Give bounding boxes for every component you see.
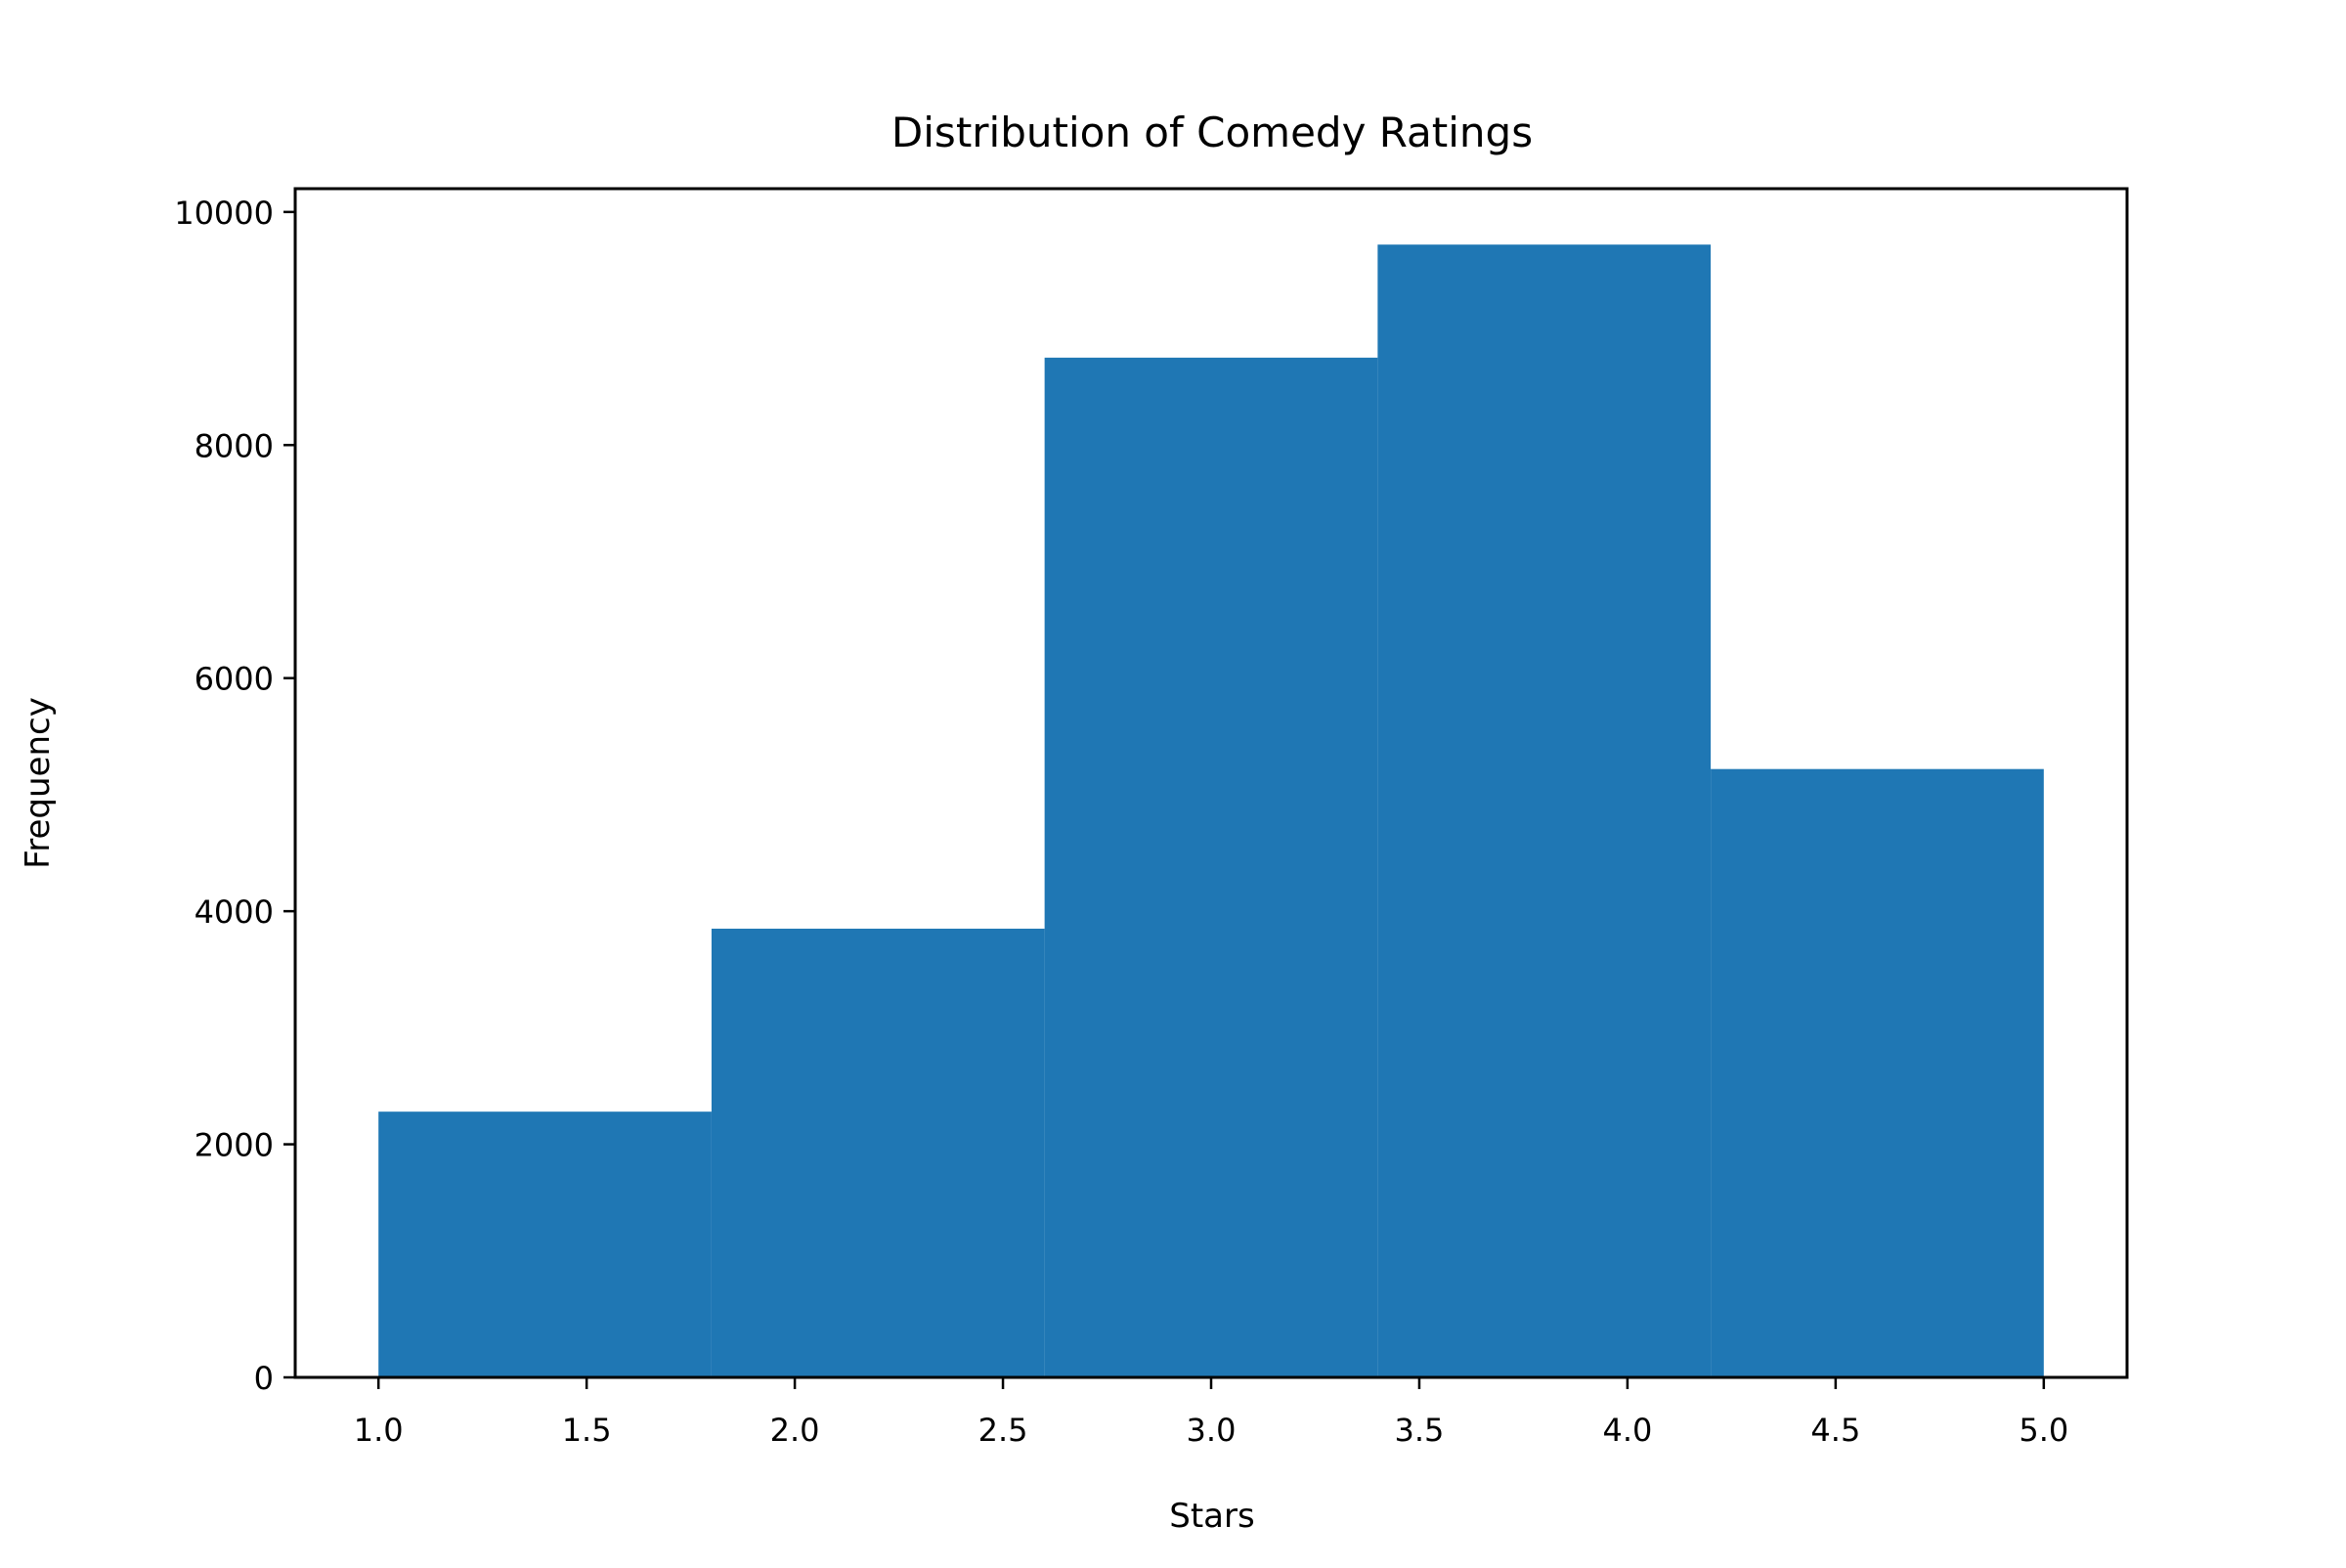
x-tick-label: 4.5 xyxy=(1810,1412,1860,1449)
histogram-bar xyxy=(1711,768,2044,1377)
x-axis-title: Stars xyxy=(1169,1497,1254,1536)
y-tick-label: 0 xyxy=(254,1360,274,1397)
histogram-bar xyxy=(711,929,1045,1377)
x-axis-ticks: 1.0 1.5 2.0 2.5 3.0 3.5 4.0 4.5 5.0 xyxy=(354,1377,2068,1449)
x-tick-label: 2.5 xyxy=(978,1412,1028,1449)
x-tick-label: 5.0 xyxy=(2019,1412,2068,1449)
x-tick-label: 1.5 xyxy=(562,1412,612,1449)
x-tick-label: 2.0 xyxy=(770,1412,820,1449)
chart-title: Distribution of Comedy Ratings xyxy=(891,109,1533,156)
histogram-bar xyxy=(1044,357,1378,1377)
y-tick-label: 8000 xyxy=(195,427,274,464)
histogram-bar xyxy=(1377,244,1712,1378)
x-tick-label: 1.0 xyxy=(354,1412,404,1449)
y-axis-title: Frequency xyxy=(19,697,58,869)
y-tick-label: 2000 xyxy=(195,1127,274,1164)
y-tick-label: 6000 xyxy=(195,661,274,698)
x-tick-label: 3.0 xyxy=(1187,1412,1237,1449)
x-tick-label: 3.5 xyxy=(1395,1412,1445,1449)
x-tick-label: 4.0 xyxy=(1602,1412,1652,1449)
bars-group xyxy=(378,244,2044,1378)
histogram-bar xyxy=(378,1111,712,1377)
y-axis-ticks: 0 2000 4000 6000 8000 10000 xyxy=(174,195,295,1397)
y-tick-label: 10000 xyxy=(174,195,274,232)
plot-frame xyxy=(293,187,2129,1379)
y-tick-label: 4000 xyxy=(195,893,274,931)
